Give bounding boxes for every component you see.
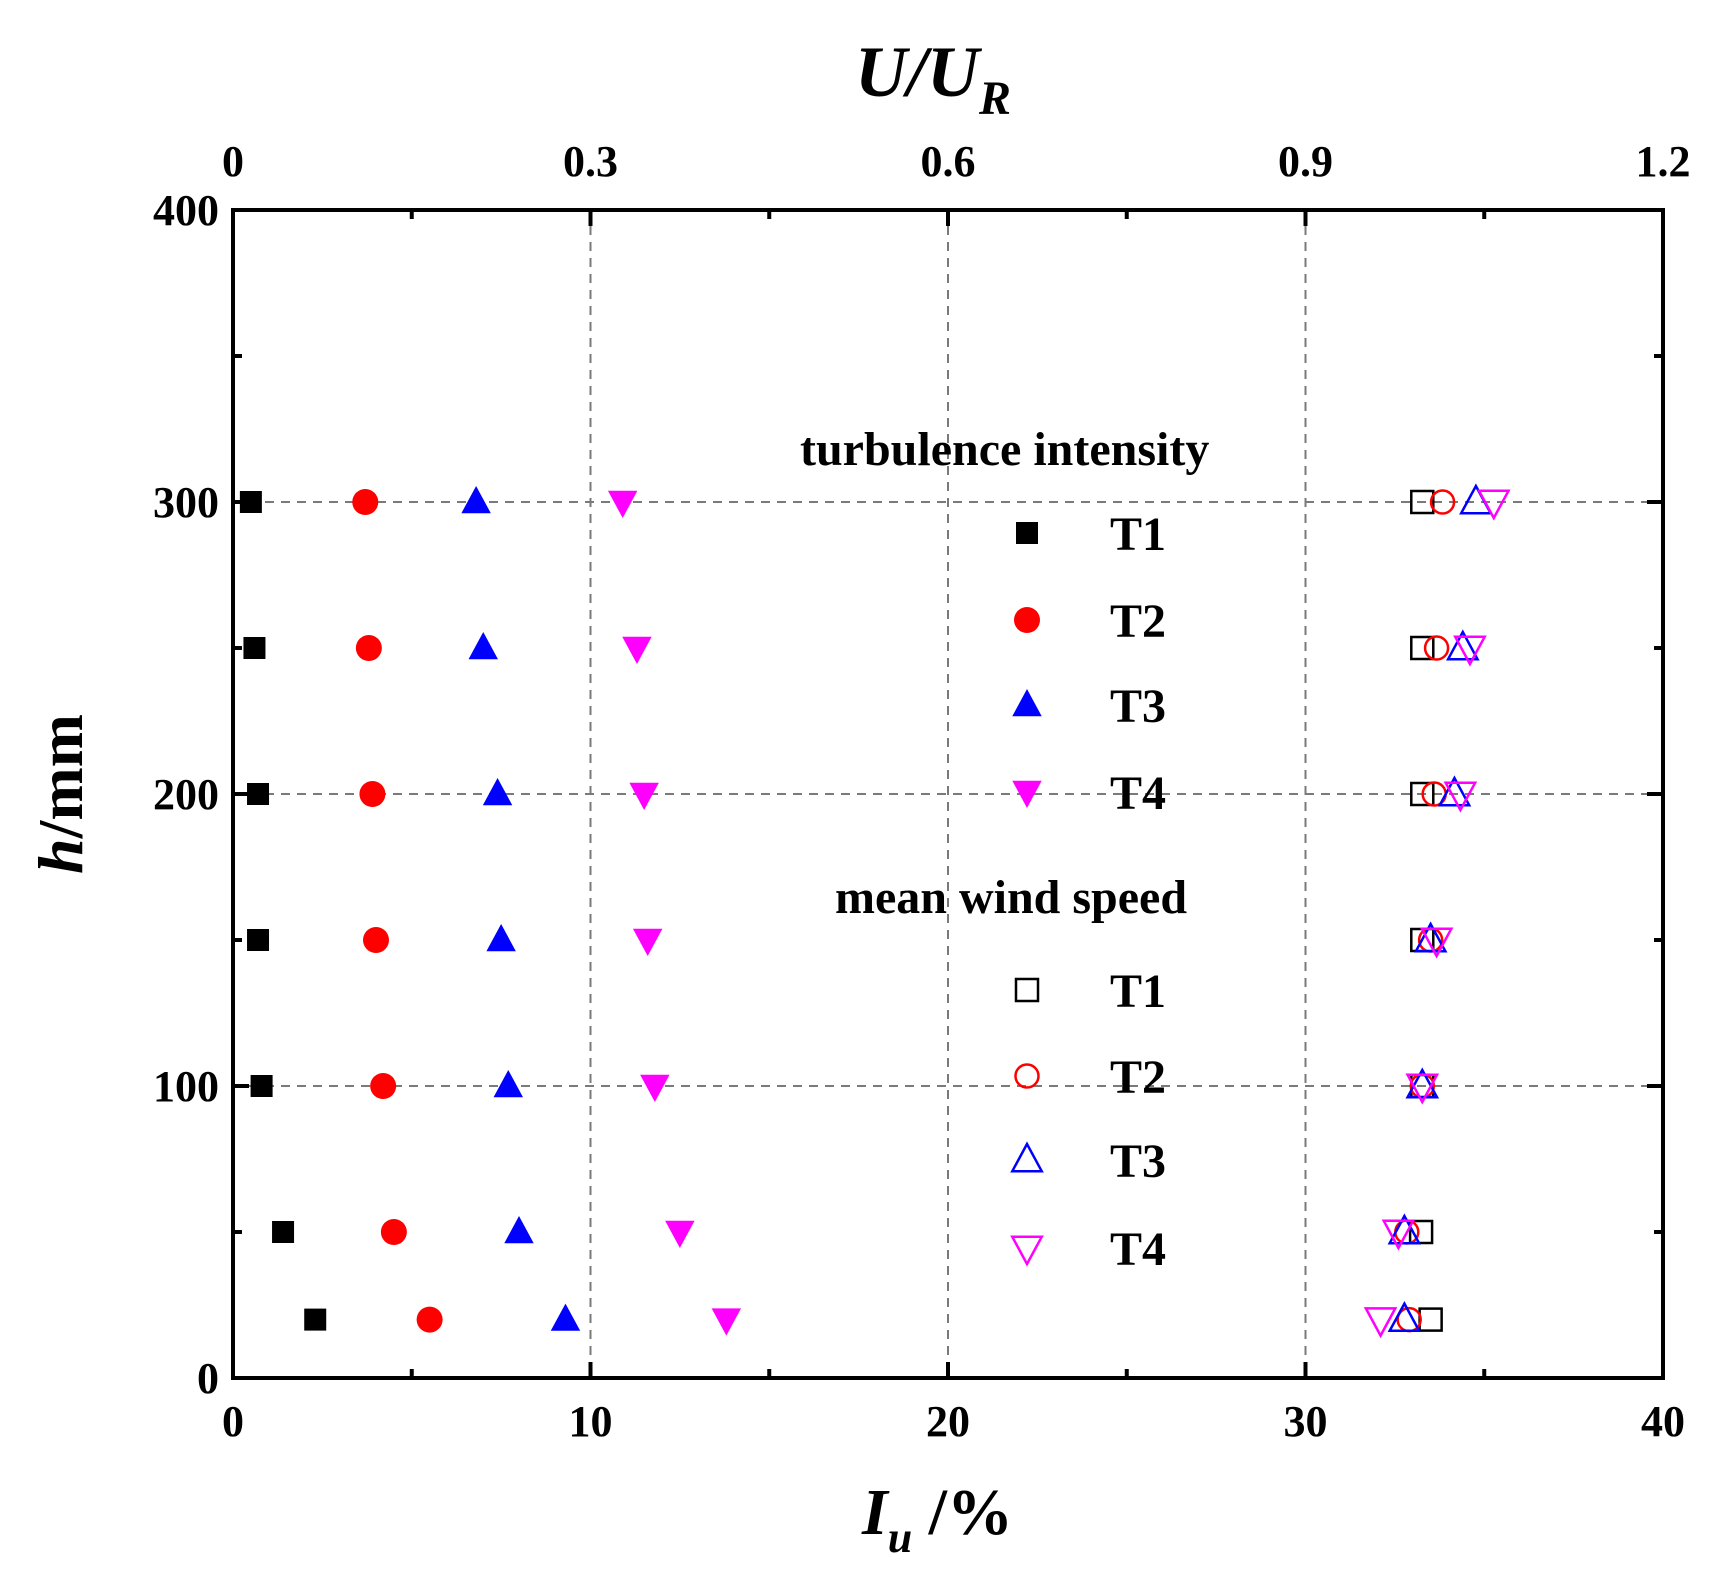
- mean-t1-point-6: [1410, 489, 1435, 515]
- mean-t3-point-3: [1413, 921, 1448, 953]
- mean-t3-point-0: [1387, 1300, 1422, 1333]
- bottom-axis-title-suffix: /%: [912, 1476, 1013, 1549]
- left-axis-title-main: h: [25, 838, 96, 874]
- mean-t1-point-4: [1410, 781, 1435, 807]
- left-tick-label-1: 100: [153, 1062, 219, 1111]
- left-tick-label-4: 400: [153, 186, 219, 235]
- mean-t2-point-5: [1423, 635, 1450, 661]
- legend-turbulence-symbol-3: [1012, 780, 1042, 808]
- mean-t3-point-2: [1405, 1067, 1440, 1099]
- top-tick-label-4: 1.2: [1636, 137, 1691, 186]
- turbulence-t3-point-4: [482, 778, 513, 806]
- mean-t4-point-6: [1476, 489, 1511, 521]
- left-axis-title: h/mm: [25, 714, 96, 874]
- turbulence-t1-point-1: [272, 1221, 295, 1243]
- left-tick-label-3: 300: [153, 478, 219, 527]
- top-tick-label-1: 0.3: [563, 137, 618, 186]
- legend: turbulence intensity mean wind speed T1T…: [800, 423, 1209, 1276]
- turbulence-t3-point-5: [468, 632, 498, 660]
- turbulence-t4-point-6: [607, 490, 638, 518]
- legend-mean-label-2: T3: [1110, 1135, 1166, 1188]
- bottom-tick-label-1: 10: [569, 1397, 613, 1446]
- turbulence-t4-point-3: [632, 928, 663, 956]
- legend-mean-symbol-0: [1014, 977, 1040, 1003]
- mean-t4-point-5: [1453, 635, 1487, 667]
- turbulence-t3-point-3: [486, 924, 516, 952]
- turbulence-t1-point-5: [243, 637, 266, 659]
- turbulence-t2-point-5: [355, 635, 382, 661]
- legend-mean-symbol-1: [1014, 1063, 1040, 1089]
- legend-entries: T1 T2 T3 T4 T1 T2 T3 T4: [1010, 508, 1166, 1276]
- turbulence-t2-point-0: [416, 1306, 443, 1333]
- legend-turbulence-label-0: T1: [1110, 508, 1166, 561]
- top-axis-title-main: U/U: [855, 32, 983, 112]
- turbulence-t4-point-0: [711, 1308, 742, 1336]
- turbulence-t4-point-4: [629, 782, 659, 810]
- turbulence-t1-point-6: [239, 491, 262, 513]
- left-axis-title-suffix: /mm: [25, 714, 96, 839]
- legend-turbulence-symbol-0: [1016, 522, 1038, 544]
- turbulence-t2-point-6: [352, 489, 379, 515]
- top-tick-label-3: 0.9: [1278, 137, 1333, 186]
- mean-t3-point-4: [1437, 775, 1472, 807]
- turbulence-t4-point-5: [622, 636, 652, 664]
- legend-turbulence-symbol-2: [1012, 689, 1042, 717]
- turbulence-t2-point-3: [363, 927, 389, 953]
- top-axis-title: U/UR: [855, 32, 1011, 125]
- left-tick-label-2: 200: [153, 770, 219, 819]
- bottom-tick-label-4: 40: [1641, 1397, 1685, 1446]
- grid-layer: [233, 210, 1663, 1378]
- turbulence-t1-point-4: [247, 783, 270, 805]
- mean-t3-point-1: [1387, 1213, 1422, 1245]
- turbulence-t3-point-2: [493, 1070, 523, 1098]
- bottom-tick-label-2: 20: [926, 1397, 970, 1446]
- turbulence-t2-point-1: [380, 1219, 407, 1245]
- mean-t4-point-2: [1405, 1073, 1440, 1105]
- legend-mean-symbol-2: [1010, 1141, 1044, 1173]
- turbulence-t2-point-2: [370, 1073, 397, 1099]
- mean-t1-point-0: [1418, 1307, 1443, 1332]
- mean-t4-point-1: [1381, 1219, 1416, 1251]
- turbulence-t4-point-1: [665, 1220, 695, 1248]
- top-axis-title-sub: R: [978, 72, 1011, 125]
- mean-t1-point-1: [1408, 1219, 1434, 1245]
- bottom-axis-title-sub: u: [888, 1513, 912, 1562]
- legend-turbulence-label-2: T3: [1110, 680, 1166, 733]
- turbulence-t1-point-0: [304, 1308, 327, 1331]
- legend-turbulence-symbol-1: [1014, 607, 1040, 633]
- marker-layer: [239, 483, 1511, 1339]
- bottom-axis-title: Iu /%: [861, 1476, 1013, 1562]
- bottom-tick-label-3: 30: [1284, 1397, 1328, 1446]
- mean-t3-point-5: [1445, 629, 1480, 661]
- top-tick-label-0: 0: [222, 137, 244, 186]
- mean-t4-point-3: [1419, 927, 1454, 959]
- turbulence-t3-point-1: [504, 1216, 534, 1244]
- bottom-tick-label-0: 0: [222, 1397, 244, 1446]
- turbulence-t4-point-2: [640, 1074, 670, 1102]
- turbulence-t2-point-4: [359, 781, 386, 807]
- turbulence-t3-point-6: [461, 486, 491, 514]
- legend-title-mean: mean wind speed: [835, 871, 1187, 924]
- mean-t1-point-5: [1410, 635, 1435, 661]
- bottom-axis-title-main: I: [861, 1476, 890, 1549]
- top-tick-label-2: 0.6: [921, 137, 976, 186]
- mean-t2-point-6: [1429, 489, 1456, 515]
- legend-mean-label-3: T4: [1110, 1223, 1166, 1276]
- legend-mean-label-1: T2: [1110, 1051, 1166, 1104]
- turbulence-t3-point-0: [550, 1303, 581, 1331]
- legend-mean-symbol-3: [1010, 1235, 1044, 1267]
- legend-turbulence-label-1: T2: [1110, 595, 1166, 648]
- turbulence-t1-point-3: [247, 929, 270, 951]
- left-tick-label-0: 0: [197, 1354, 219, 1403]
- mean-t4-point-4: [1443, 781, 1478, 813]
- mean-t4-point-0: [1363, 1307, 1398, 1339]
- legend-mean-label-0: T1: [1110, 965, 1166, 1018]
- legend-title-turbulence: turbulence intensity: [800, 423, 1209, 476]
- turbulence-t1-point-2: [250, 1075, 273, 1097]
- legend-turbulence-label-3: T4: [1110, 767, 1166, 820]
